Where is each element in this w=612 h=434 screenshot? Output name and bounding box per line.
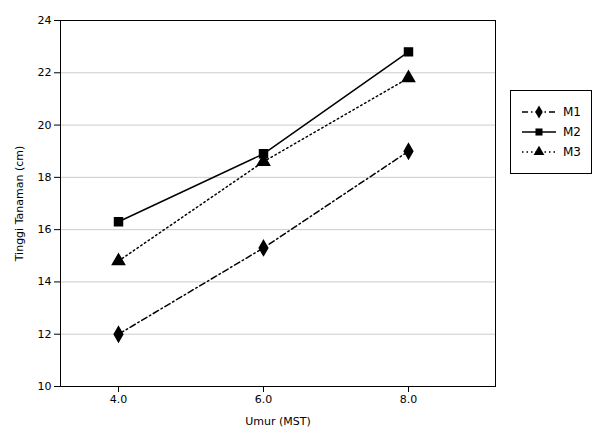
svg-text:10: 10 (38, 380, 52, 393)
svg-text:22: 22 (38, 66, 52, 79)
svg-text:24: 24 (38, 14, 52, 27)
svg-text:4.0: 4.0 (110, 393, 128, 406)
svg-text:20: 20 (38, 119, 52, 132)
html-text:M3: M3 (563, 145, 581, 159)
svg-text:14: 14 (38, 275, 52, 288)
svg-text:6.0: 6.0 (255, 393, 273, 406)
svg-text:12: 12 (38, 328, 52, 341)
svg-text:Umur (MST): Umur (MST) (245, 415, 311, 428)
svg-text:16: 16 (38, 223, 52, 236)
svg-text:8.0: 8.0 (400, 393, 418, 406)
svg-text:18: 18 (38, 171, 52, 184)
html-text:M2: M2 (563, 125, 581, 139)
html-text:M1: M1 (563, 105, 581, 119)
svg-text:Tinggi Tanaman (cm): Tinggi Tanaman (cm) (13, 146, 26, 263)
